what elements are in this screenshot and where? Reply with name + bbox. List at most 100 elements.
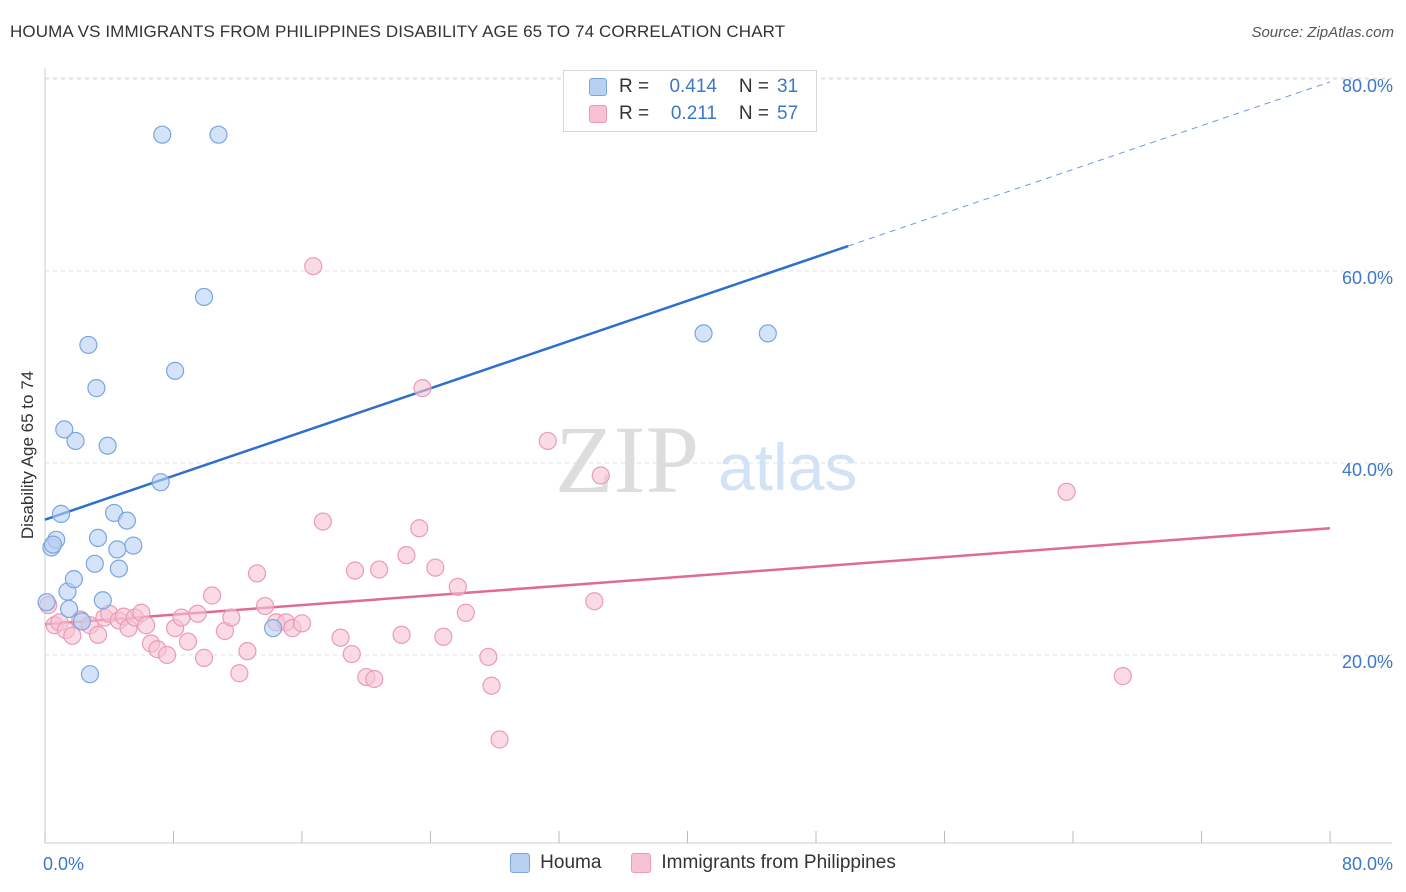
houma-point bbox=[66, 431, 85, 451]
philippines-point bbox=[342, 644, 361, 664]
philippines-swatch bbox=[631, 853, 652, 873]
philippines-legend-label: Immigrants from Philippines bbox=[661, 852, 896, 873]
philippines-point bbox=[313, 512, 332, 531]
houma-point bbox=[694, 324, 713, 343]
houma-point bbox=[64, 570, 84, 589]
series-legend-houma: Houma bbox=[510, 852, 601, 874]
philippines-point bbox=[482, 676, 501, 695]
y-tick-label: 40.0% bbox=[1342, 460, 1393, 480]
philippines-point bbox=[202, 586, 222, 605]
y-tick-label: 20.0% bbox=[1342, 652, 1393, 672]
houma-legend-label: Houma bbox=[540, 852, 602, 873]
philippines-point bbox=[1057, 482, 1076, 501]
philippines-point bbox=[178, 632, 198, 651]
houma-point bbox=[209, 125, 228, 144]
philippines-point bbox=[63, 626, 82, 645]
houma-point bbox=[166, 361, 185, 380]
legend-r-value: 0.211 bbox=[670, 103, 717, 124]
philippines-point bbox=[426, 558, 445, 577]
philippines-point bbox=[456, 603, 475, 622]
y-axis-label: Disability Age 65 to 74 bbox=[18, 371, 37, 539]
philippines-point bbox=[410, 519, 429, 538]
legend: R = 0.414 N = 31 R = 0.211 N = 57 bbox=[563, 70, 817, 132]
houma-point bbox=[758, 324, 777, 343]
houma-point bbox=[108, 540, 127, 559]
houma-point bbox=[79, 335, 98, 355]
x-tick-label: 0.0% bbox=[43, 854, 84, 874]
chart-title: HOUMA VS IMMIGRANTS FROM PHILIPPINES DIS… bbox=[10, 22, 786, 41]
houma-point bbox=[43, 535, 63, 554]
philippines-point bbox=[434, 627, 453, 646]
legend-row-houma: R = 0.414 N = 31 bbox=[589, 75, 798, 99]
philippines-point bbox=[392, 625, 411, 644]
legend-r-value: 0.414 bbox=[669, 76, 717, 97]
legend-n-value: 57 bbox=[777, 103, 799, 124]
houma-trend-line bbox=[44, 244, 849, 521]
houma-point bbox=[59, 599, 79, 619]
series-legend: Houma Immigrants from Philippines bbox=[0, 852, 1406, 874]
series-legend-philippines: Immigrants from Philippines bbox=[631, 852, 896, 874]
houma-point bbox=[85, 554, 104, 573]
philippines-point bbox=[591, 466, 610, 485]
houma-point bbox=[37, 593, 56, 612]
philippines-point bbox=[157, 645, 177, 665]
legend-r-label: R = bbox=[619, 76, 650, 97]
philippines-point bbox=[238, 642, 257, 661]
philippines-point bbox=[490, 730, 509, 749]
philippines-point bbox=[413, 379, 432, 398]
houma-trend-extension bbox=[847, 81, 1331, 247]
data-points bbox=[37, 125, 1132, 749]
philippines-point bbox=[172, 608, 191, 627]
philippines-point bbox=[585, 592, 604, 611]
philippines-point bbox=[365, 669, 384, 689]
philippines-point bbox=[304, 257, 323, 276]
philippines-point bbox=[222, 608, 241, 627]
legend-n-label: N = bbox=[738, 76, 769, 97]
legend-n-label: N = bbox=[738, 103, 769, 124]
legend-n-value: 31 bbox=[777, 76, 799, 97]
philippines-point bbox=[194, 648, 214, 667]
legend-r-label: R = bbox=[619, 103, 650, 124]
houma-point bbox=[51, 504, 71, 523]
axes bbox=[44, 68, 1392, 844]
houma-point bbox=[117, 511, 137, 530]
philippines-point bbox=[397, 546, 416, 565]
houma-point bbox=[72, 612, 92, 631]
philippines-point bbox=[88, 625, 108, 644]
source-credit: Source: ZipAtlas.com bbox=[1251, 24, 1394, 41]
philippines-point bbox=[255, 596, 275, 616]
houma-point bbox=[263, 619, 283, 638]
philippines-point bbox=[1113, 667, 1132, 686]
watermark-zip: ZIP bbox=[555, 406, 699, 513]
philippines-point bbox=[538, 431, 557, 451]
legend-swatch-philippines bbox=[589, 105, 607, 123]
philippines-point bbox=[188, 604, 207, 623]
legend-swatch-houma bbox=[589, 78, 607, 96]
houma-point bbox=[80, 665, 100, 684]
watermark: ZIP atlas bbox=[555, 406, 857, 513]
houma-swatch bbox=[510, 853, 531, 873]
philippines-point bbox=[448, 577, 467, 596]
tick-labels: 20.0% 40.0% 60.0% 80.0% 0.0% 80.0% bbox=[43, 76, 1393, 874]
houma-point bbox=[124, 536, 143, 555]
philippines-point bbox=[345, 561, 365, 580]
x-tick-label: 80.0% bbox=[1342, 854, 1393, 874]
houma-point bbox=[87, 379, 106, 398]
houma-point bbox=[109, 559, 128, 578]
houma-point bbox=[98, 436, 117, 455]
philippines-trend-line bbox=[44, 527, 1331, 626]
houma-point bbox=[194, 287, 214, 307]
philippines-point bbox=[247, 564, 267, 583]
houma-point bbox=[93, 591, 112, 610]
philippines-point bbox=[137, 616, 156, 635]
houma-point bbox=[153, 125, 172, 144]
philippines-point bbox=[230, 664, 249, 683]
trend-lines bbox=[44, 81, 1331, 626]
y-tick-label: 60.0% bbox=[1342, 268, 1393, 288]
watermark-atlas: atlas bbox=[718, 430, 857, 504]
grid-lines bbox=[45, 77, 1392, 656]
houma-point bbox=[55, 420, 74, 439]
philippines-point bbox=[370, 560, 389, 579]
legend-row-philippines: R = 0.211 N = 57 bbox=[589, 102, 798, 126]
